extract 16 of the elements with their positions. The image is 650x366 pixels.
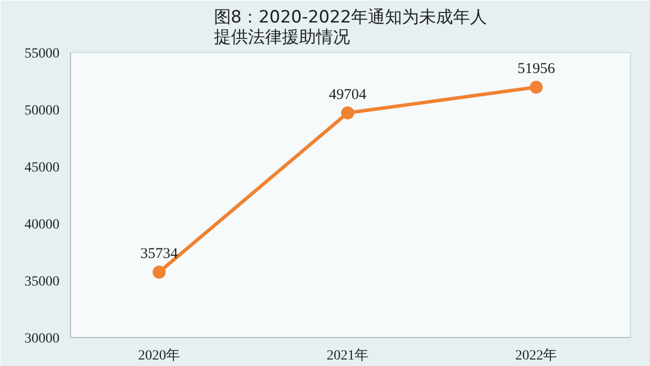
y-tick-label: 30000 [24,332,60,346]
data-label: 35734 [140,246,178,262]
y-tick-label: 55000 [24,46,60,62]
point [341,106,354,120]
chart-title: 图8：2020-2022年通知为未成年人提供法律援助情况 [214,8,488,48]
data-label: 49704 [328,86,367,103]
x-tick-label: 2021年 [326,348,369,364]
x-tick-label: 2022年 [515,348,558,364]
point [152,266,166,279]
y-tick-label: 35000 [24,274,60,290]
point [530,80,543,94]
data-label: 51956 [517,61,556,78]
x-tick-label: 2020年 [138,348,180,364]
y-tick-label: 40000 [24,218,60,232]
y-tick-label: 50000 [24,104,60,118]
y-tick-label: 45000 [24,160,60,176]
